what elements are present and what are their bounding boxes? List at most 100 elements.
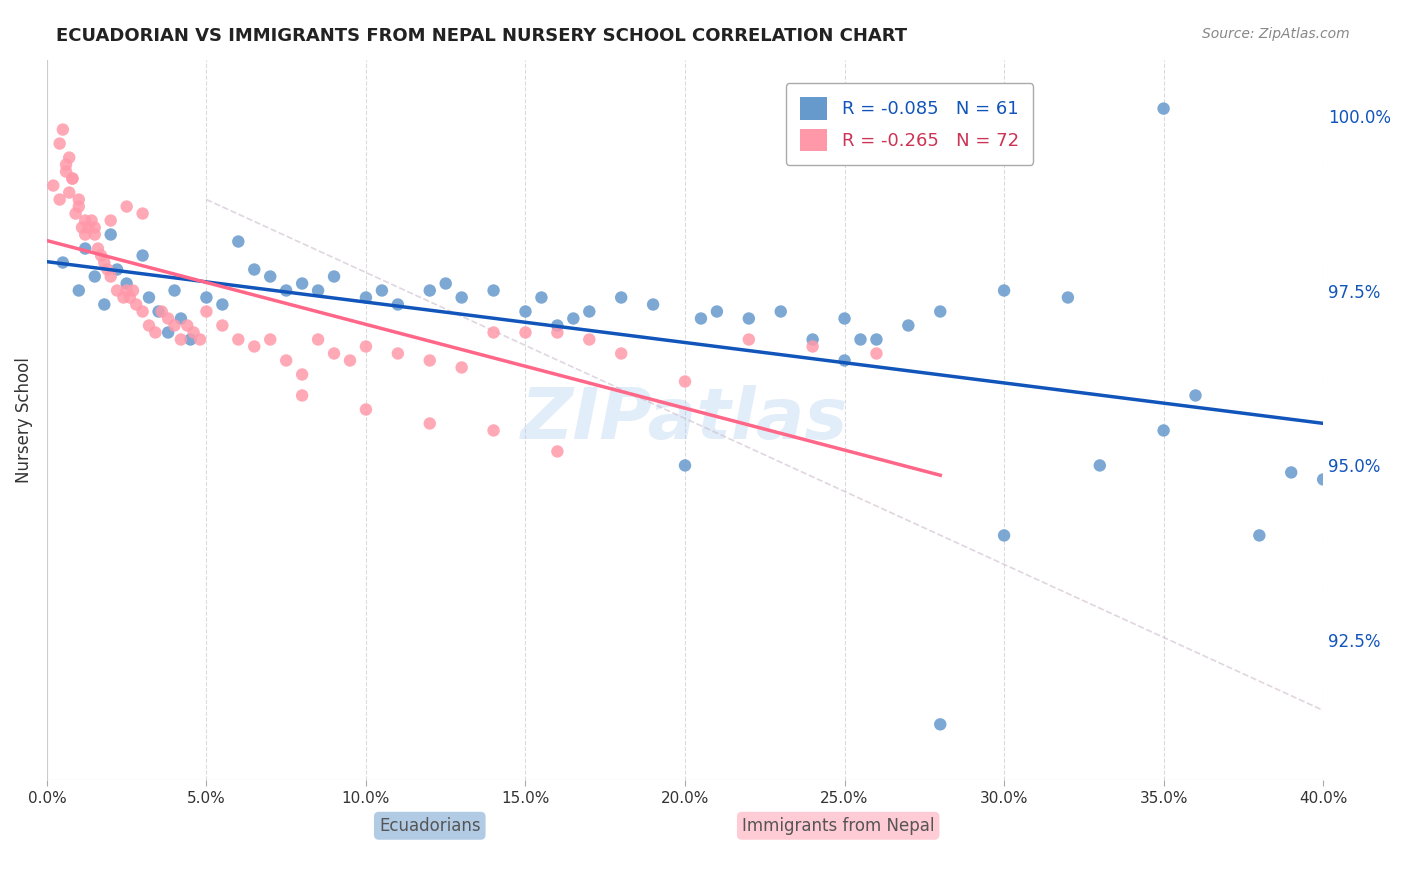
Point [1057, 291, 1080, 305]
Point [482, 284, 505, 298]
Point [929, 304, 952, 318]
Point [145, 326, 167, 340]
Point [75, 242, 97, 256]
Point [115, 277, 138, 291]
Point [118, 291, 141, 305]
Point [163, 318, 186, 333]
Point [450, 291, 472, 305]
Point [1088, 458, 1111, 473]
Point [769, 304, 792, 318]
Point [163, 284, 186, 298]
Point [93, 255, 115, 269]
Text: ZIPatlas: ZIPatlas [522, 385, 849, 454]
Point [291, 277, 314, 291]
Point [105, 284, 128, 298]
Point [643, 297, 665, 311]
Point [259, 333, 281, 347]
Point [150, 304, 173, 318]
Point [93, 297, 115, 311]
Point [105, 262, 128, 277]
Point [62, 171, 84, 186]
Point [170, 311, 193, 326]
Point [112, 291, 135, 305]
Point [138, 318, 160, 333]
Point [706, 304, 728, 318]
Y-axis label: Nursery School: Nursery School [15, 357, 32, 483]
Point [138, 291, 160, 305]
Point [849, 333, 872, 347]
Point [482, 326, 505, 340]
Point [515, 326, 537, 340]
Point [211, 297, 233, 311]
Point [834, 353, 856, 368]
Point [131, 206, 153, 220]
Point [1153, 424, 1175, 438]
Point [738, 311, 761, 326]
Point [211, 318, 233, 333]
Point [148, 304, 170, 318]
Point [339, 353, 361, 368]
Point [673, 375, 696, 389]
Point [75, 213, 97, 227]
Point [131, 248, 153, 262]
Point [55, 157, 77, 171]
Point [610, 291, 633, 305]
Point [307, 333, 329, 347]
Point [1153, 102, 1175, 116]
Point [578, 333, 600, 347]
Point [801, 339, 824, 353]
Point [188, 333, 211, 347]
Point [228, 333, 250, 347]
Point [276, 284, 298, 298]
Point [65, 206, 87, 220]
Point [67, 200, 90, 214]
Point [122, 284, 145, 298]
Point [195, 291, 218, 305]
Point [83, 220, 105, 235]
Point [371, 284, 394, 298]
Point [419, 353, 441, 368]
Text: Source: ZipAtlas.com: Source: ZipAtlas.com [1202, 27, 1350, 41]
Point [865, 346, 887, 360]
Point [1184, 388, 1206, 402]
Point [83, 269, 105, 284]
Point [865, 333, 887, 347]
Point [1279, 466, 1302, 480]
Point [67, 193, 90, 207]
Point [834, 311, 856, 326]
Point [387, 297, 409, 311]
Point [100, 213, 122, 227]
Legend: R = -0.085   N = 61, R = -0.265   N = 72: R = -0.085 N = 61, R = -0.265 N = 72 [786, 83, 1033, 165]
Point [450, 360, 472, 375]
Point [690, 311, 713, 326]
Point [562, 311, 585, 326]
Point [419, 284, 441, 298]
Point [738, 333, 761, 347]
Point [578, 304, 600, 318]
Point [419, 417, 441, 431]
Point [482, 424, 505, 438]
Point [993, 284, 1015, 298]
Point [673, 458, 696, 473]
Point [96, 262, 118, 277]
Point [276, 353, 298, 368]
Point [243, 339, 266, 353]
Point [183, 326, 205, 340]
Point [195, 304, 218, 318]
Point [546, 444, 568, 458]
Point [157, 311, 180, 326]
Point [897, 318, 920, 333]
Point [801, 333, 824, 347]
Point [515, 304, 537, 318]
Point [228, 235, 250, 249]
Point [176, 318, 198, 333]
Point [993, 528, 1015, 542]
Point [58, 186, 80, 200]
Point [170, 333, 193, 347]
Point [100, 227, 122, 242]
Point [52, 255, 75, 269]
Point [929, 717, 952, 731]
Point [80, 213, 103, 227]
Point [115, 200, 138, 214]
Point [291, 368, 314, 382]
